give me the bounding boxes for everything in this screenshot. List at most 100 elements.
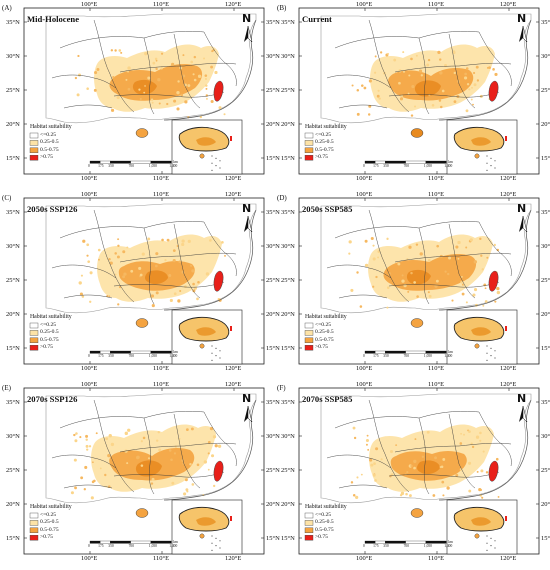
map-panel-d: (D) 2050s SSP585 100°E 100°E 110°E 110°E 120°E… — [277, 191, 550, 380]
suitability-speckle — [476, 470, 479, 473]
suitability-speckle — [117, 244, 120, 247]
suitability-speckle — [436, 244, 440, 248]
panel-letter: (B) — [277, 4, 287, 12]
suitability-speckle — [178, 260, 181, 263]
suitability-speckle — [441, 480, 445, 484]
lat-label-left: 20°N — [6, 311, 20, 318]
hainan-island — [135, 128, 149, 138]
suitability-speckle — [74, 486, 77, 490]
suitability-speckle — [140, 440, 143, 443]
legend-item-label: >0.75 — [40, 344, 53, 351]
suitability-speckle — [193, 55, 197, 59]
lon-label-top: 120°E — [225, 191, 242, 198]
legend-item-label: 0.25-0.5 — [315, 329, 334, 336]
legend-swatch — [29, 527, 39, 534]
province-boundary — [113, 471, 225, 478]
province-boundary — [448, 33, 476, 109]
suitability-speckle — [411, 85, 415, 89]
suitability-speckle — [96, 68, 100, 71]
suitability-speckle — [79, 436, 82, 439]
suitability-speckle — [110, 442, 115, 447]
scale-bar-unit: km — [448, 350, 453, 354]
legend-item-label: <=0.25 — [315, 132, 332, 138]
inset-island-dot — [490, 537, 492, 539]
lat-label-left: 20°N — [6, 121, 20, 128]
hainan-island — [410, 318, 424, 328]
lon-label-bottom: 110°E — [153, 365, 170, 372]
suitability-speckle — [168, 449, 172, 452]
suitability-speckle — [403, 283, 407, 288]
lon-label-top: 120°E — [500, 191, 517, 198]
suitability-speckle — [127, 66, 131, 70]
scale-bar-label: 175 — [98, 354, 104, 358]
suitability-speckle — [160, 66, 163, 70]
panel-title: 2050s SSP126 — [27, 204, 78, 214]
suitability-speckle — [402, 51, 405, 54]
lat-label-left: 25°N — [6, 87, 20, 94]
map-content — [45, 13, 257, 138]
suitability-speckle — [361, 84, 364, 87]
suitability-speckle — [380, 458, 383, 461]
lon-label-top: 100°E — [356, 191, 373, 198]
north-arrow-label: N — [517, 202, 527, 215]
panel-letter: (A) — [2, 4, 12, 12]
suitability-speckle — [468, 489, 472, 493]
province-boundary — [418, 37, 430, 115]
suitability-speckle — [480, 469, 484, 473]
suitability-speckle — [471, 86, 473, 89]
north-arrow-icon-half — [247, 215, 253, 233]
lon-label-bottom: 120°E — [500, 365, 517, 372]
suitability-speckle — [364, 239, 368, 243]
suitability-speckle — [478, 488, 482, 492]
suitability-speckle — [444, 64, 448, 68]
province-boundary — [394, 252, 512, 263]
suitability-speckle — [387, 52, 389, 55]
suitability-speckle — [356, 271, 359, 274]
north-arrow-icon — [519, 26, 523, 42]
suitability-speckle — [147, 457, 150, 460]
inset-island-dot — [486, 345, 488, 347]
province-boundary — [143, 227, 155, 305]
scale-bar-unit: km — [448, 160, 453, 164]
legend-swatch — [304, 330, 314, 336]
suitability-speckle — [377, 256, 380, 259]
suitability-speckle — [180, 93, 184, 97]
suitability-speckle — [171, 62, 175, 67]
suitability-speckle — [158, 448, 162, 452]
inset-core — [196, 517, 216, 526]
province-boundary — [51, 74, 117, 89]
suitability-speckle — [461, 292, 465, 296]
province-boundary — [334, 31, 480, 49]
suitability-speckle — [406, 471, 409, 474]
lat-label-right: 15°N — [541, 535, 550, 542]
province-boundary — [119, 252, 237, 263]
suitability-speckle — [185, 488, 189, 492]
inset-taiwan — [230, 326, 232, 331]
scale-bar-label: 0 — [363, 544, 365, 548]
suitability-speckle — [209, 427, 214, 431]
suitability-speckle — [212, 484, 216, 488]
scale-bar-label: 1,050 — [148, 164, 157, 168]
suitability-speckle — [217, 444, 222, 448]
suitability-speckle — [117, 303, 120, 306]
suitability-speckle — [177, 80, 180, 83]
suitability-speckle — [410, 464, 413, 468]
lat-label-right: 30°N — [266, 53, 280, 60]
province-boundary — [498, 441, 512, 467]
lat-label-left: 25°N — [281, 467, 295, 474]
suitability-speckle — [365, 438, 369, 443]
legend-swatch — [29, 520, 39, 526]
province-boundary — [394, 62, 512, 73]
suitability-speckle — [98, 258, 100, 261]
suitability-speckle — [365, 443, 368, 446]
inset-island-dot — [215, 537, 217, 539]
inset-island-dot — [211, 549, 213, 551]
suitability-speckle — [404, 473, 407, 476]
suitability-speckle — [141, 252, 145, 256]
suitability-speckle — [473, 288, 478, 292]
suitability-speckle — [78, 281, 82, 285]
taiwan-island — [488, 270, 499, 292]
suitability-speckle — [479, 94, 483, 98]
suitability-speckle — [89, 300, 92, 303]
suitability-speckle — [475, 435, 480, 439]
